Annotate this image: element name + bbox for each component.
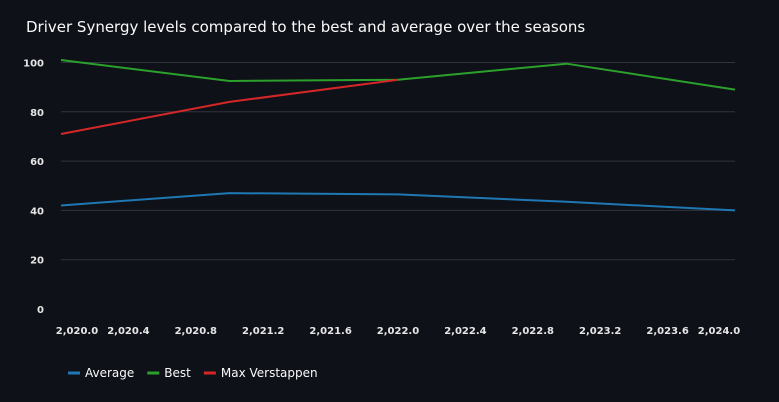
x-tick-label: 2,022.0 [377, 326, 419, 337]
x-axis: 2,020.0 2,020.4 2,020.8 2,021.2 2,021.6 2,022… [56, 326, 740, 337]
y-axis: 0 20 40 60 80 100 [23, 58, 44, 316]
y-tick-label: 40 [30, 206, 44, 217]
x-tick-label: 2,020.8 [175, 326, 217, 337]
y-tick-label: 20 [30, 256, 44, 267]
legend-label-best[interactable]: Best [164, 366, 191, 380]
x-tick-label: 2,022.4 [444, 326, 486, 337]
x-tick-label: 2,021.2 [242, 326, 284, 337]
y-tick-label: 60 [30, 157, 44, 168]
grid-lines [61, 61, 735, 261]
series-line-average[interactable] [60, 192, 736, 212]
x-tick-label: 2,023.6 [646, 326, 688, 337]
series-lines [60, 59, 736, 212]
legend-label-average[interactable]: Average [85, 366, 134, 380]
legend-label-max-verstappen[interactable]: Max Verstappen [221, 366, 318, 380]
x-tick-label: 2,023.2 [579, 326, 621, 337]
y-tick-label: 80 [30, 108, 44, 119]
legend[interactable]: Average Best Max Verstappen [68, 366, 318, 380]
chart-title: Driver Synergy levels compared to the be… [26, 18, 586, 36]
x-tick-label: 2,022.8 [512, 326, 554, 337]
x-tick-label: 2,024.0 [698, 326, 740, 337]
x-tick-label: 2,020.0 [56, 326, 98, 337]
series-line-best[interactable] [60, 59, 736, 91]
x-tick-label: 2,021.6 [309, 326, 351, 337]
y-tick-label: 0 [37, 305, 44, 316]
x-tick-label: 2,020.4 [107, 326, 149, 337]
series-line-max-verstappen[interactable] [60, 78, 399, 135]
y-tick-label: 100 [23, 58, 44, 69]
